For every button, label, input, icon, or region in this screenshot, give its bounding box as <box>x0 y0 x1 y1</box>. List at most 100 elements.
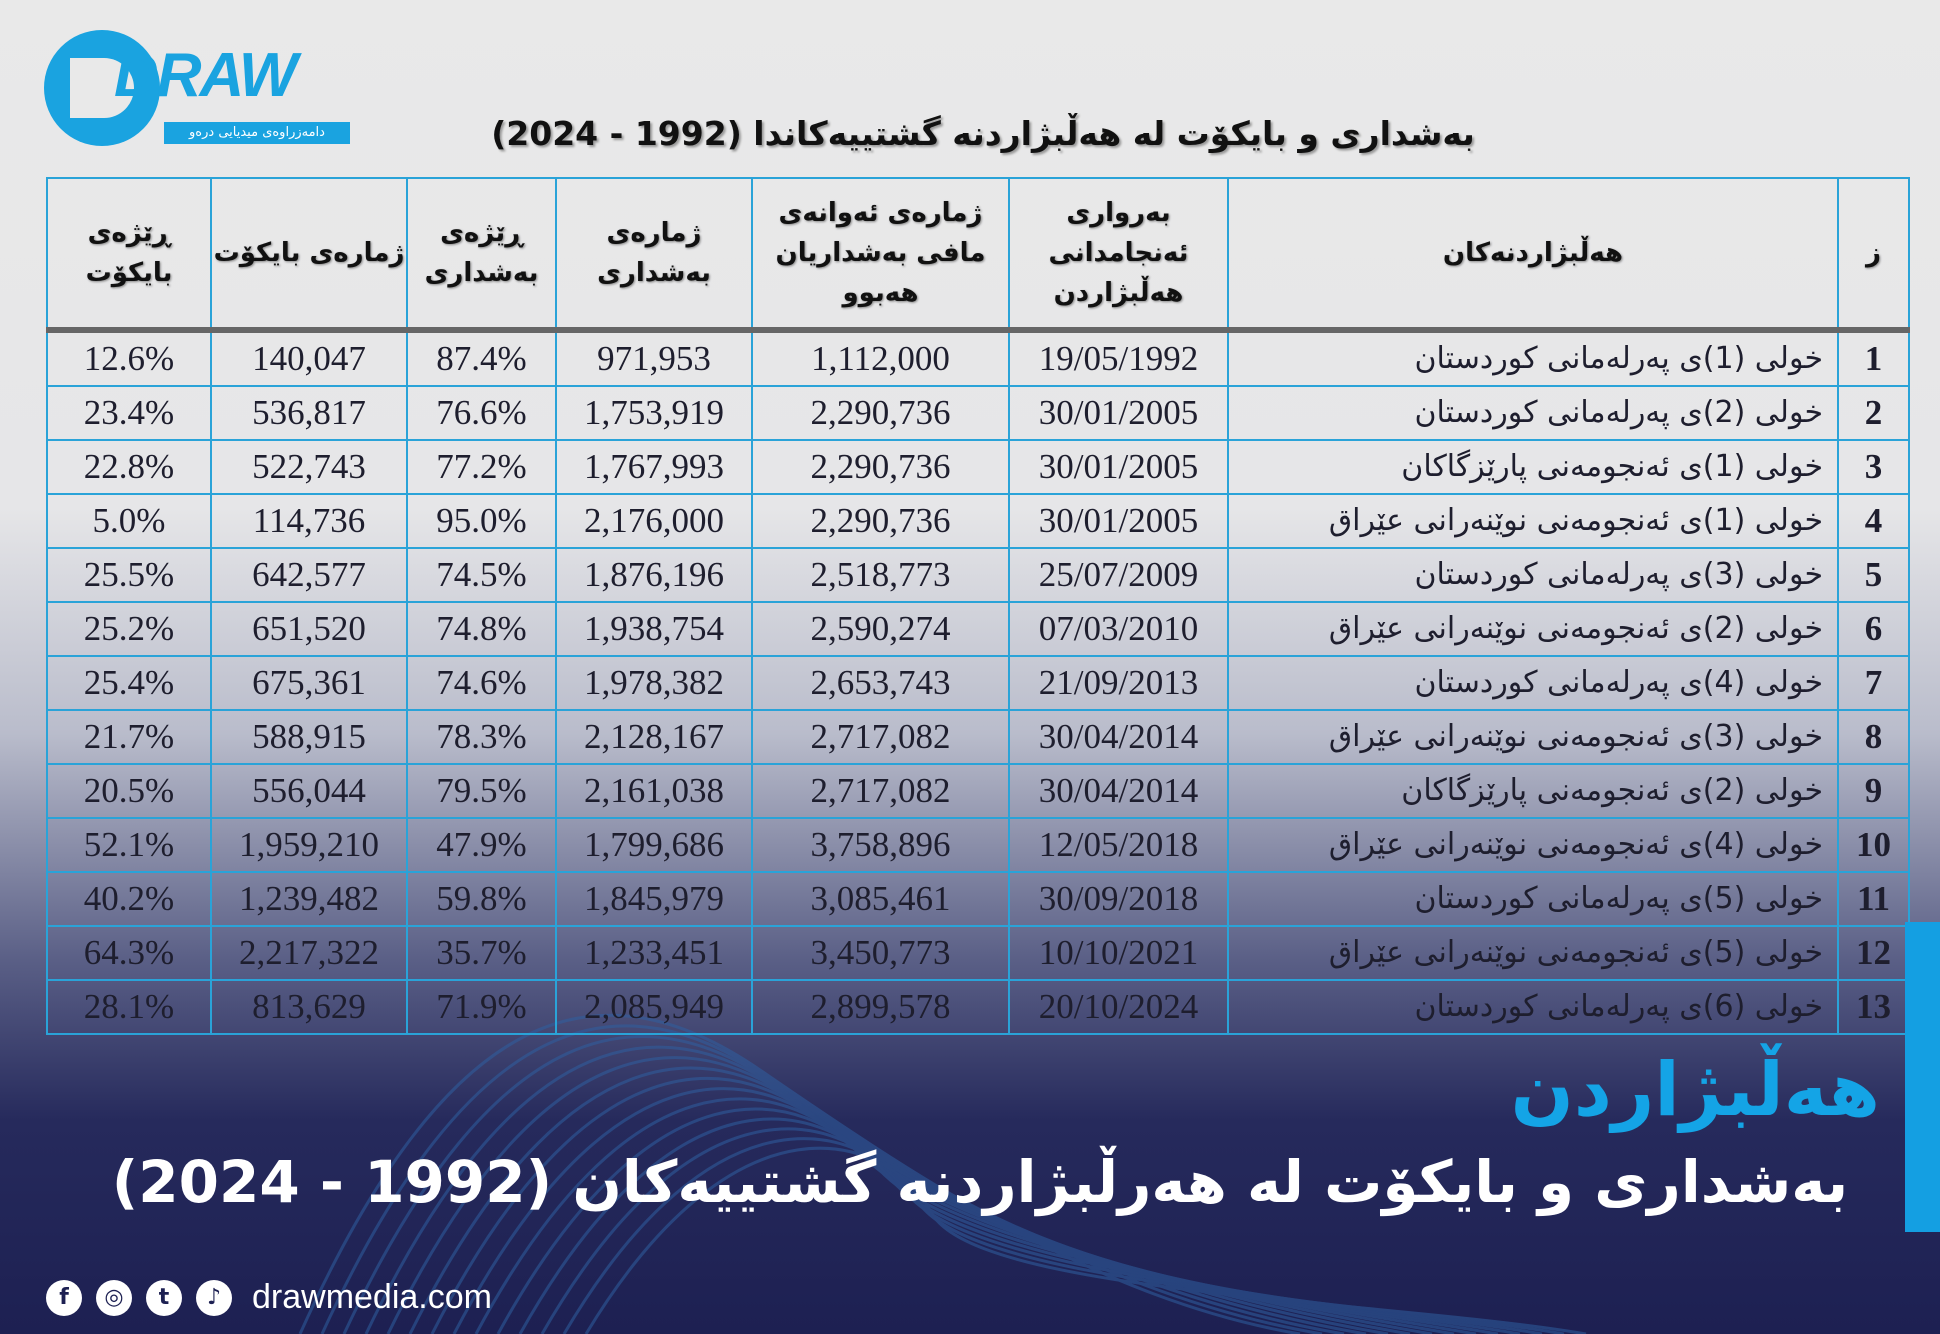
table-cell: 1,938,754 <box>555 601 753 657</box>
election-name: خولی (2)ی پەرلەمانی کوردستان <box>1227 385 1839 441</box>
election-name: خولی (1)ی پەرلەمانی کوردستان <box>1227 329 1839 387</box>
table-cell: 21/09/2013 <box>1008 655 1229 711</box>
row-number: 1 <box>1837 329 1910 387</box>
election-name: خولی (5)ی ئەنجومەنی نوێنەرانی عێراق <box>1227 925 1839 981</box>
table-cell: 25.5% <box>46 547 212 603</box>
table-cell: 25/07/2009 <box>1008 547 1229 603</box>
table-cell: 588,915 <box>210 709 408 765</box>
table-cell: 1,233,451 <box>555 925 753 981</box>
table-cell: 64.3% <box>46 925 212 981</box>
election-name: خولی (1)ی ئەنجومەنی نوێنەرانی عێراق <box>1227 493 1839 549</box>
tiktok-icon[interactable]: ♪ <box>196 1279 232 1316</box>
website-link[interactable]: drawmedia.com <box>252 1278 492 1316</box>
table-cell: 47.9% <box>406 817 557 873</box>
wave-line <box>496 1107 1499 1334</box>
table-cell: 114,736 <box>210 493 408 549</box>
table-cell: 1,239,482 <box>210 871 408 927</box>
table-cell: 1,876,196 <box>555 547 753 603</box>
table-cell: 2,128,167 <box>555 709 753 765</box>
table-cell: 2,085,949 <box>555 979 753 1035</box>
table-cell: 642,577 <box>210 547 408 603</box>
row-number: 4 <box>1837 493 1910 549</box>
column-header: ژمارەی بایکۆت <box>210 177 408 333</box>
election-name: خولی (3)ی پەرلەمانی کوردستان <box>1227 547 1839 603</box>
table-title: بەشداری و بایکۆت لە هەڵبژاردنە گشتییەکان… <box>491 114 1475 153</box>
table-cell: 2,590,274 <box>751 601 1010 657</box>
logo-word: DRAW <box>114 41 297 110</box>
logo-circle <box>44 30 160 146</box>
table-cell: 1,845,979 <box>555 871 753 927</box>
table-cell: 536,817 <box>210 385 408 441</box>
table-cell: 77.2% <box>406 439 557 495</box>
table-cell: 2,161,038 <box>555 763 753 819</box>
table-cell: 35.7% <box>406 925 557 981</box>
table-cell: 76.6% <box>406 385 557 441</box>
row-number: 11 <box>1837 871 1910 927</box>
table-row: 9 خولی (2)ی ئەنجومەنی پارێزگاکان 30/04/201… <box>46 763 1910 819</box>
table-cell: 556,044 <box>210 763 408 819</box>
table-cell: 87.4% <box>406 329 557 387</box>
table-cell: 1,753,919 <box>555 385 753 441</box>
table-cell: 675,361 <box>210 655 408 711</box>
table-cell: 971,953 <box>555 329 753 387</box>
twitter-icon[interactable]: t <box>146 1279 182 1316</box>
table-cell: 1,799,686 <box>555 817 753 873</box>
table-cell: 20.5% <box>46 763 212 819</box>
table-cell: 30/04/2014 <box>1008 709 1229 765</box>
row-number: 2 <box>1837 385 1910 441</box>
row-number: 13 <box>1837 979 1910 1035</box>
row-number: 10 <box>1837 817 1910 873</box>
table-cell: 30/01/2005 <box>1008 439 1229 495</box>
table-cell: 25.2% <box>46 601 212 657</box>
logo-subtitle: دامەزراوەی میدیایی درەو <box>164 122 350 144</box>
column-header: ژمارەی ئەوانەی مافی بەشداریان هەبوو <box>751 177 1010 333</box>
table-cell: 21.7% <box>46 709 212 765</box>
row-number: 9 <box>1837 763 1910 819</box>
table-cell: 95.0% <box>406 493 557 549</box>
bottom-title: بەشداری و بایکۆت لە هەرڵبژاردنە گشتییەکا… <box>111 1148 1849 1216</box>
table-cell: 78.3% <box>406 709 557 765</box>
table-cell: 23.4% <box>46 385 212 441</box>
election-name: خولی (2)ی ئەنجومەنی پارێزگاکان <box>1227 763 1839 819</box>
table-row: 6 خولی (2)ی ئەنجومەنی نوێنەرانی عێراق 07/0… <box>46 601 1910 657</box>
table-cell: 2,217,322 <box>210 925 408 981</box>
table-cell: 1,978,382 <box>555 655 753 711</box>
table-cell: 2,717,082 <box>751 709 1010 765</box>
table-cell: 1,767,993 <box>555 439 753 495</box>
table-row: 4 خولی (1)ی ئەنجومەنی نوێنەرانی عێراق 30/0… <box>46 493 1910 549</box>
table-cell: 5.0% <box>46 493 212 549</box>
elections-table: ز هەڵبژاردنەکان بەرواری ئەنجامدانی هەڵبژار… <box>46 177 1910 1035</box>
table-cell: 3,085,461 <box>751 871 1010 927</box>
table-row: 2 خولی (2)ی پەرلەمانی کوردستان 30/01/2005 2… <box>46 385 1910 441</box>
table-cell: 2,518,773 <box>751 547 1010 603</box>
table-cell: 30/01/2005 <box>1008 385 1229 441</box>
table-cell: 30/01/2005 <box>1008 493 1229 549</box>
table-row: 13 خولی (6)ی پەرلەمانی کوردستان 20/10/2024… <box>46 979 1910 1035</box>
facebook-icon[interactable]: f <box>46 1279 82 1316</box>
instagram-icon[interactable]: ◎ <box>96 1279 132 1316</box>
table-cell: 22.8% <box>46 439 212 495</box>
election-name: خولی (4)ی پەرلەمانی کوردستان <box>1227 655 1839 711</box>
table-cell: 3,450,773 <box>751 925 1010 981</box>
table-row: 5 خولی (3)ی پەرلەمانی کوردستان 25/07/2009 2… <box>46 547 1910 603</box>
table-cell: 74.6% <box>406 655 557 711</box>
election-name: خولی (4)ی ئەنجومەنی نوێنەرانی عێراق <box>1227 817 1839 873</box>
table-cell: 3,758,896 <box>751 817 1010 873</box>
column-header: هەڵبژاردنەکان <box>1227 177 1839 333</box>
table-cell: 71.9% <box>406 979 557 1035</box>
footer: f ◎ t ♪ drawmedia.com <box>46 1278 492 1317</box>
table-cell: 59.8% <box>406 871 557 927</box>
table-cell: 30/09/2018 <box>1008 871 1229 927</box>
table-cell: 2,653,743 <box>751 655 1010 711</box>
table-cell: 813,629 <box>210 979 408 1035</box>
table-cell: 40.2% <box>46 871 212 927</box>
table-row: 10 خولی (4)ی ئەنجومەنی نوێنەرانی عێراق 12/… <box>46 817 1910 873</box>
column-header: ڕێژەی بایکۆت <box>46 177 212 333</box>
table-row: 1 خولی (1)ی پەرلەمانی کوردستان 19/05/1992 1… <box>46 329 1910 387</box>
election-name: خولی (3)ی ئەنجومەنی نوێنەرانی عێراق <box>1227 709 1839 765</box>
table-cell: 07/03/2010 <box>1008 601 1229 657</box>
table-cell: 74.8% <box>406 601 557 657</box>
column-header: بەرواری ئەنجامدانی هەڵبژاردن <box>1008 177 1229 333</box>
hashtag-label: هەڵبژاردن <box>1510 1047 1880 1133</box>
row-number: 6 <box>1837 601 1910 657</box>
